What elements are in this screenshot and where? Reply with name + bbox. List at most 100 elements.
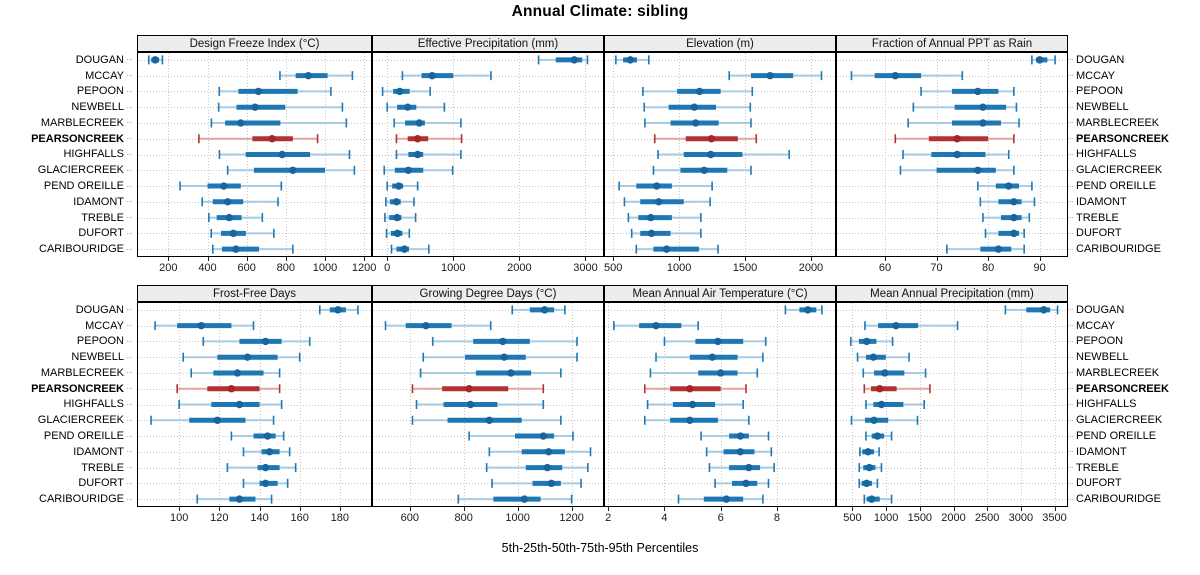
grid-leader [1068, 451, 1073, 453]
tick-mark [325, 257, 326, 261]
range-row-dougan [1004, 305, 1059, 315]
range-row-mccay [864, 321, 959, 331]
grid-leader [127, 217, 132, 219]
range-row-newbell [422, 352, 578, 362]
median-dot [626, 56, 635, 64]
range-row-mccay [613, 321, 700, 331]
median-dot [540, 306, 549, 314]
station-label-newbell: NEWBELL [0, 99, 132, 115]
range-row-pend-oreille [386, 181, 419, 191]
tick-label: 6 [717, 512, 724, 524]
range-row-caribouridge [211, 244, 294, 254]
median-dot [544, 448, 553, 456]
range-row-newbell [912, 102, 1018, 112]
range-row-idamont [242, 447, 291, 457]
grid-leader [127, 90, 132, 92]
tick-mark [679, 257, 680, 261]
grid-leader [1068, 309, 1073, 311]
grid-leader [1068, 372, 1073, 374]
range-row-pearsoncreek [653, 134, 758, 144]
axis-growing-degree-days-c-: 600 800 1000 1200 [372, 507, 604, 529]
median-dot [862, 479, 871, 488]
range-row-highfalls [395, 150, 462, 159]
range-row-dufort [210, 228, 275, 238]
median-dot [881, 369, 889, 377]
median-dot [466, 400, 475, 409]
median-dot [691, 119, 700, 127]
tick-label: 2500 [974, 512, 1000, 524]
median-dot [289, 166, 297, 174]
grid-leader [127, 372, 132, 374]
median-dot [869, 353, 878, 361]
median-dot [235, 400, 244, 409]
range-row-idamont [979, 197, 1036, 207]
median-dot [870, 416, 878, 424]
gridlines [373, 53, 603, 256]
grid-leader [127, 138, 132, 140]
tick-label: 160 [290, 512, 309, 524]
range-row-treble [982, 213, 1031, 223]
tick-mark [300, 507, 301, 511]
grid-leader [127, 169, 132, 171]
median-dot [686, 416, 694, 424]
range-row-marblecreek [644, 118, 752, 128]
range-row-pepoon [920, 86, 1015, 96]
range-row-idamont [623, 197, 711, 207]
tick-mark [464, 507, 465, 511]
station-label-pepoon: PEPOON [1068, 334, 1200, 350]
median-dot [1010, 213, 1018, 222]
tick-label: 600 [400, 512, 419, 524]
range-row-dufort [858, 478, 879, 488]
range-row-idamont [201, 197, 279, 207]
tick-label: 140 [250, 512, 269, 524]
tick-label: 2000 [507, 262, 532, 274]
median-dot [400, 245, 409, 253]
range-row-pearsoncreek [176, 384, 281, 394]
tick-mark [1040, 257, 1041, 261]
station-label-glaciercreek: GLACIERCREEK [0, 162, 132, 178]
station-label-mccay: MCCAY [1068, 68, 1200, 84]
median-dot [233, 369, 242, 377]
tick-label: 3500 [1042, 512, 1067, 524]
tick-label: 3000 [573, 262, 598, 274]
panel-strip-title: Effective Precipitation (mm) [417, 37, 559, 50]
range-row-treble [384, 213, 417, 223]
tick-label: 1000 [873, 512, 899, 524]
grid-leader [1068, 325, 1073, 327]
station-label-pend-oreille: PEND OREILLE [1068, 428, 1200, 444]
station-label-idamont: IDAMONT [0, 444, 132, 460]
tick-mark [247, 257, 248, 261]
median-dot [500, 353, 508, 361]
panel-strip-effective-precipitation-mm-: Effective Precipitation (mm) [372, 35, 604, 52]
station-label-pend-oreille: PEND OREILLE [0, 178, 132, 194]
median-dot [396, 87, 404, 96]
axis-frost-free-days: 100 120 140 160 180 [137, 507, 372, 529]
median-dot [722, 495, 731, 503]
panel-strip-title: Mean Annual Air Temperature (°C) [632, 287, 808, 300]
median-dot [652, 321, 660, 330]
station-label-highfalls: HIGHFALLS [0, 397, 132, 413]
range-row-caribouridge [390, 244, 430, 254]
panel-strip-title: Growing Degree Days (°C) [419, 287, 557, 300]
median-dot [974, 87, 982, 96]
grid-leader [1068, 419, 1073, 421]
tick-label: 4 [661, 512, 668, 524]
station-label-dufort: DUFORT [1068, 225, 1200, 241]
grid-leader [127, 59, 132, 61]
grid-leader [1068, 153, 1073, 155]
tick-label: 200 [159, 262, 178, 274]
station-label-mccay: MCCAY [0, 318, 132, 334]
median-dot [873, 432, 882, 440]
median-dot [404, 166, 413, 174]
median-dot [1010, 229, 1018, 238]
grid-leader [127, 356, 132, 358]
median-dot [334, 306, 342, 314]
tick-mark [179, 507, 180, 511]
station-labels-left-row2: DOUGAN MCCAY PEPOON NEWBELL MARBLECREEK PEARS… [0, 302, 132, 507]
median-dot [766, 71, 774, 80]
tick-mark [1021, 507, 1022, 511]
median-dot [395, 182, 403, 190]
range-row-mccay [401, 71, 492, 81]
tick-mark [518, 507, 519, 511]
station-label-treble: TREBLE [0, 460, 132, 476]
